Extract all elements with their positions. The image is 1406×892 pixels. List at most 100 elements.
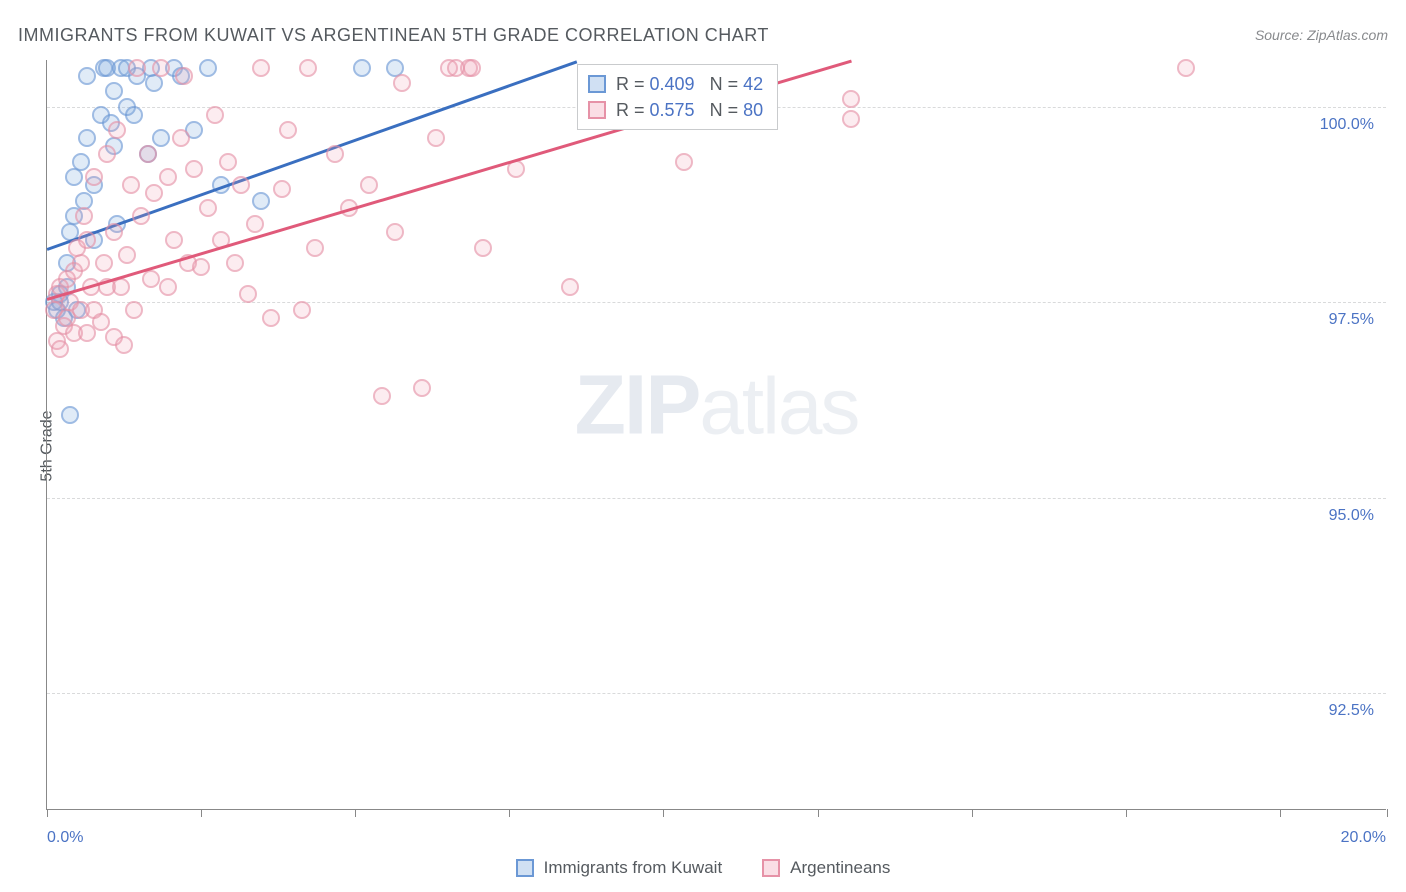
scatter-point [122,176,140,194]
chart-title: IMMIGRANTS FROM KUWAIT VS ARGENTINEAN 5T… [18,25,769,46]
bottom-legend: Immigrants from Kuwait Argentineans [0,858,1406,878]
scatter-point [152,129,170,147]
x-tick [355,809,356,817]
watermark: ZIPatlas [575,356,859,453]
scatter-point [262,309,280,327]
scatter-point [61,406,79,424]
scatter-point [145,74,163,92]
legend-item-kuwait: Immigrants from Kuwait [516,858,723,878]
header: IMMIGRANTS FROM KUWAIT VS ARGENTINEAN 5T… [18,20,1388,50]
scatter-point [199,199,217,217]
x-tick [201,809,202,817]
swatch-pink-icon [762,859,780,877]
scatter-point [561,278,579,296]
scatter-point [206,106,224,124]
scatter-point [393,74,411,92]
scatter-point [72,153,90,171]
scatter-point [85,168,103,186]
scatter-point [299,59,317,77]
plot-area: ZIPatlas 100.0%97.5%95.0%92.5%0.0%20.0%R… [46,60,1386,810]
scatter-point [125,106,143,124]
stats-legend-row: R = 0.409 N = 42 [588,71,763,97]
scatter-point [125,301,143,319]
scatter-point [185,160,203,178]
scatter-point [273,180,291,198]
x-tick [1280,809,1281,817]
x-tick [818,809,819,817]
scatter-point [159,168,177,186]
x-tick-label: 0.0% [47,829,83,847]
scatter-point [72,254,90,272]
scatter-point [293,301,311,319]
scatter-point [152,59,170,77]
scatter-point [413,379,431,397]
scatter-point [98,145,116,163]
scatter-point [65,168,83,186]
grid-line [47,498,1386,499]
scatter-point [474,239,492,257]
legend-label: Immigrants from Kuwait [544,858,723,878]
scatter-point [246,215,264,233]
scatter-point [78,231,96,249]
watermark-bold: ZIP [575,357,700,451]
scatter-point [118,246,136,264]
scatter-point [115,336,133,354]
scatter-point [139,145,157,163]
x-tick [1126,809,1127,817]
swatch-icon [588,75,606,93]
scatter-point [279,121,297,139]
scatter-point [105,82,123,100]
stat-text: R = 0.575 N = 80 [616,97,763,123]
scatter-point [128,59,146,77]
y-tick-label: 95.0% [1329,507,1374,525]
legend-item-argentineans: Argentineans [762,858,890,878]
scatter-point [842,90,860,108]
scatter-point [326,145,344,163]
scatter-point [142,270,160,288]
watermark-rest: atlas [699,361,858,450]
scatter-point [132,207,150,225]
y-tick-label: 97.5% [1329,311,1374,329]
scatter-point [226,254,244,272]
scatter-point [199,59,217,77]
stat-text: R = 0.409 N = 42 [616,71,763,97]
scatter-point [105,223,123,241]
swatch-icon [588,101,606,119]
source-attribution: Source: ZipAtlas.com [1255,27,1388,43]
scatter-point [360,176,378,194]
scatter-point [232,176,250,194]
scatter-point [78,67,96,85]
scatter-point [239,285,257,303]
scatter-point [159,278,177,296]
scatter-point [51,340,69,358]
x-tick [663,809,664,817]
scatter-point [192,258,210,276]
scatter-point [353,59,371,77]
x-tick-label: 20.0% [1341,829,1386,847]
scatter-point [306,239,324,257]
y-tick-label: 92.5% [1329,702,1374,720]
scatter-point [172,129,190,147]
scatter-point [386,223,404,241]
scatter-point [427,129,445,147]
legend-label: Argentineans [790,858,890,878]
scatter-point [675,153,693,171]
scatter-point [108,121,126,139]
stats-legend: R = 0.409 N = 42R = 0.575 N = 80 [577,64,778,130]
scatter-point [165,231,183,249]
scatter-point [175,67,193,85]
stats-legend-row: R = 0.575 N = 80 [588,97,763,123]
scatter-point [145,184,163,202]
scatter-point [95,254,113,272]
scatter-point [842,110,860,128]
x-tick [1387,809,1388,817]
scatter-point [1177,59,1195,77]
grid-line [47,693,1386,694]
scatter-point [75,207,93,225]
scatter-point [252,192,270,210]
scatter-point [252,59,270,77]
x-tick [47,809,48,817]
scatter-point [463,59,481,77]
x-tick [509,809,510,817]
scatter-point [92,313,110,331]
